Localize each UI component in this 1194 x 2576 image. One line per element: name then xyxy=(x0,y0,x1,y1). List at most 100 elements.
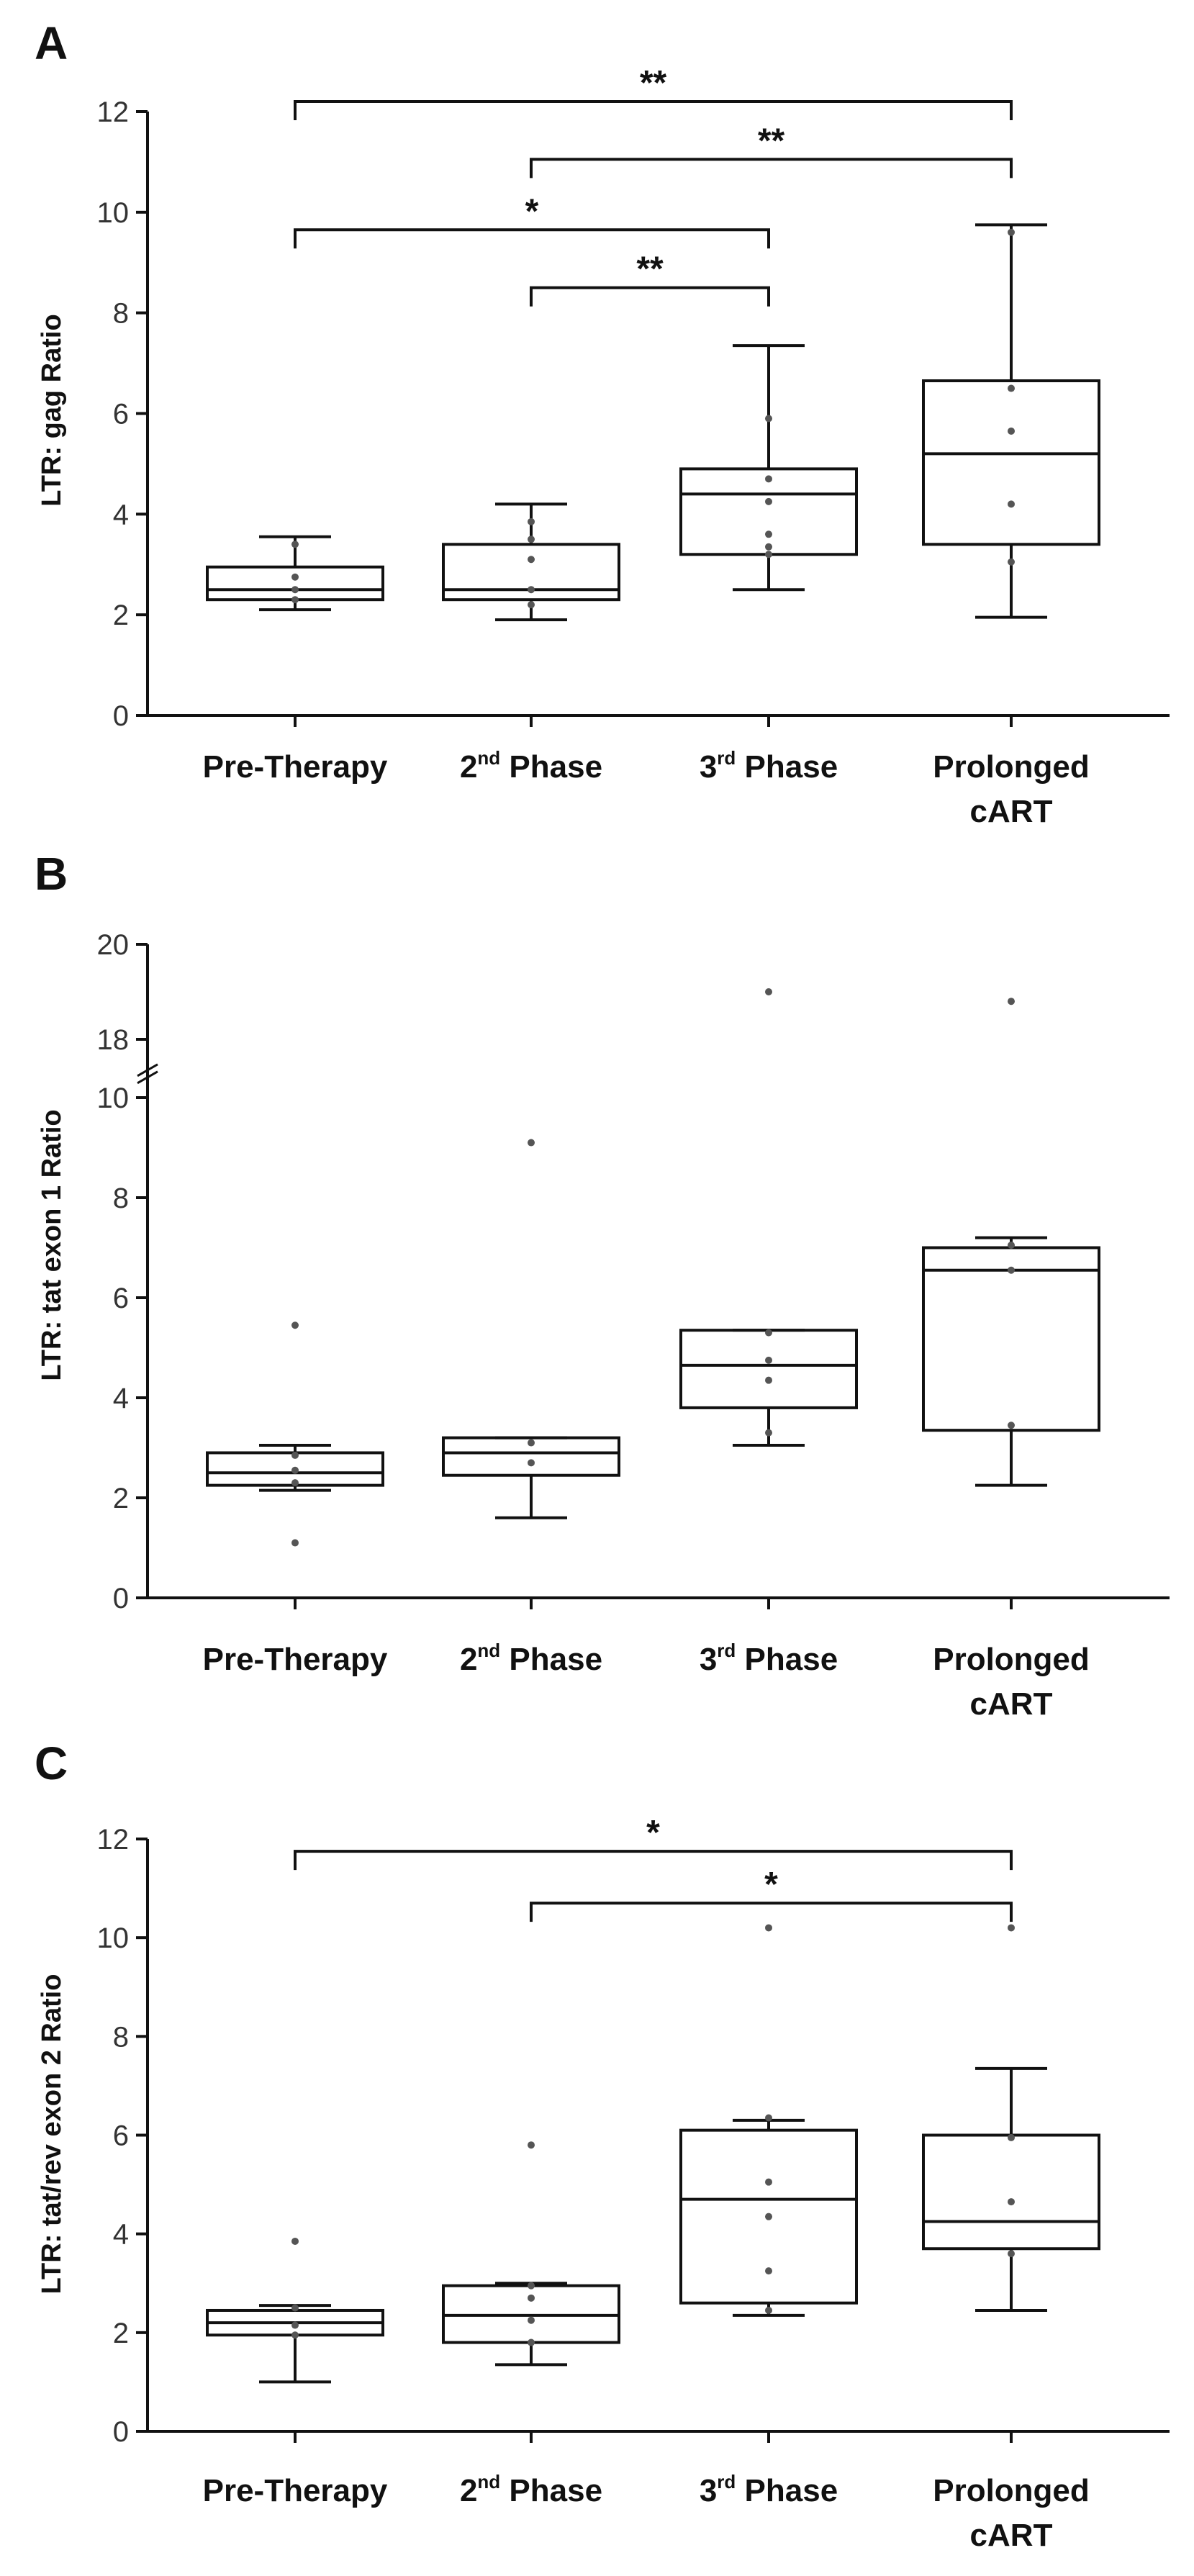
y-tick-label: 10 xyxy=(97,1922,130,1954)
data-point xyxy=(1008,500,1015,508)
box-iqr xyxy=(922,379,1100,546)
box-iqr xyxy=(442,1436,620,1477)
significance-bracket xyxy=(294,228,770,249)
data-point xyxy=(528,518,535,525)
y-tick-label: 0 xyxy=(113,700,129,732)
y-tick-label: 2 xyxy=(113,600,129,631)
x-category-label: Prolonged xyxy=(933,749,1090,785)
data-point xyxy=(765,2267,772,2275)
significance-bracket xyxy=(530,286,770,307)
data-point xyxy=(291,596,299,604)
data-point xyxy=(765,1356,772,1364)
x-category-label: Pre-Therapy xyxy=(203,2473,388,2508)
significance-label: ** xyxy=(758,122,785,160)
y-tick-label: 4 xyxy=(113,1383,129,1414)
significance-bracket xyxy=(530,158,1013,178)
data-point xyxy=(765,415,772,422)
data-point xyxy=(528,586,535,594)
x-category-label: Prolonged xyxy=(933,1642,1090,1677)
significance-label: * xyxy=(764,1866,778,1904)
data-point xyxy=(765,497,772,505)
data-point xyxy=(528,1139,535,1147)
data-point xyxy=(1008,1422,1015,1429)
data-point xyxy=(765,475,772,483)
data-point xyxy=(528,601,535,609)
data-point xyxy=(1008,2198,1015,2206)
x-category-label: 2nd Phase xyxy=(460,1640,602,1677)
x-category-label: 3rd Phase xyxy=(700,1640,838,1677)
y-tick-label: 6 xyxy=(113,2120,129,2152)
panel-b-chart: 0 2 4 6 8 10 18 20 LTR: tat exon 1 Ratio Pre-Ther… xyxy=(37,929,1170,1722)
x-category-label: 2nd Phase xyxy=(460,747,602,785)
data-point xyxy=(1008,2133,1015,2141)
panel-c: C 0 2 4 6 8 10 12 LTR: tat/rev exon 2 Ratio Pre-… xyxy=(0,1727,1194,2576)
data-point xyxy=(528,1459,535,1467)
box-iqr xyxy=(206,565,384,602)
significance-bracket xyxy=(294,100,1013,121)
box-iqr xyxy=(679,1329,858,1409)
panel-c-chart: 0 2 4 6 8 10 12 LTR: tat/rev exon 2 Ratio Pre-Th… xyxy=(37,1814,1170,2553)
data-point xyxy=(291,2321,299,2329)
data-point xyxy=(291,573,299,581)
axis-break-mark xyxy=(137,1070,158,1085)
y-tick-label: 8 xyxy=(113,298,129,330)
y-tick-label: 20 xyxy=(97,929,130,961)
y-tick-label: 12 xyxy=(97,96,130,128)
data-point xyxy=(765,1376,772,1384)
data-point xyxy=(1008,558,1015,566)
data-point xyxy=(291,1539,299,1547)
data-point xyxy=(765,1429,772,1437)
data-point xyxy=(1008,228,1015,236)
data-point xyxy=(765,530,772,538)
significance-bracket xyxy=(530,1902,1013,1922)
x-category-label: 3rd Phase xyxy=(700,2471,838,2508)
panel-a-chart: 0 2 4 6 8 10 12 LTR: gag Ratio Pre-Therapy 2nd Ph… xyxy=(37,64,1170,829)
significance-label: ** xyxy=(636,250,664,289)
data-point xyxy=(291,2304,299,2312)
data-point xyxy=(765,2114,772,2122)
data-point xyxy=(1008,1242,1015,1249)
axis-break-mark xyxy=(137,1063,158,1077)
data-point xyxy=(765,1924,772,1932)
data-point xyxy=(1008,427,1015,435)
data-point xyxy=(291,1321,299,1329)
data-point xyxy=(765,1329,772,1337)
box-iqr xyxy=(679,2128,858,2305)
data-point xyxy=(291,2237,299,2245)
panel-a: A 0 2 4 6 8 10 12 LTR: gag Ratio Pre-Therapy 2nd … xyxy=(0,0,1194,842)
significance-label: * xyxy=(525,192,539,230)
y-tick-label: 4 xyxy=(113,2219,129,2251)
box-iqr xyxy=(442,543,620,602)
data-point xyxy=(291,1451,299,1459)
x-category-label: 2nd Phase xyxy=(460,2471,602,2508)
y-tick-label: 2 xyxy=(113,1483,129,1514)
y-tick-label: 6 xyxy=(113,399,129,430)
y-tick-label: 0 xyxy=(113,1583,129,1614)
y-tick-label: 4 xyxy=(113,499,129,530)
panel-b: B 0 2 4 6 8 10 18 20 LTR: tat exon 1 Ratio Pre-Th… xyxy=(0,842,1194,1727)
data-point xyxy=(291,1479,299,1487)
y-axis-title: LTR: gag Ratio xyxy=(37,314,67,506)
panel-c-label: C xyxy=(35,1737,68,1789)
data-point xyxy=(291,541,299,548)
data-point xyxy=(291,1466,299,1474)
x-category-label: cART xyxy=(970,794,1053,829)
data-point xyxy=(765,2213,772,2220)
data-point xyxy=(1008,384,1015,392)
significance-bracket xyxy=(294,1850,1013,1871)
x-category-label: cART xyxy=(970,2518,1053,2553)
y-tick-label: 2 xyxy=(113,2318,129,2349)
data-point xyxy=(528,556,535,564)
data-point xyxy=(291,2331,299,2339)
data-point xyxy=(765,543,772,551)
x-category-label: Pre-Therapy xyxy=(203,1642,388,1677)
x-category-label: Pre-Therapy xyxy=(203,749,388,785)
data-point xyxy=(765,2306,772,2314)
y-tick-label: 12 xyxy=(97,1824,130,1856)
data-point xyxy=(765,551,772,559)
y-tick-label: 8 xyxy=(113,1183,129,1214)
data-point xyxy=(1008,1266,1015,1274)
y-axis-title: LTR: tat exon 1 Ratio xyxy=(37,1109,67,1380)
data-point xyxy=(528,1439,535,1447)
y-axis-title: LTR: tat/rev exon 2 Ratio xyxy=(37,1974,67,2295)
